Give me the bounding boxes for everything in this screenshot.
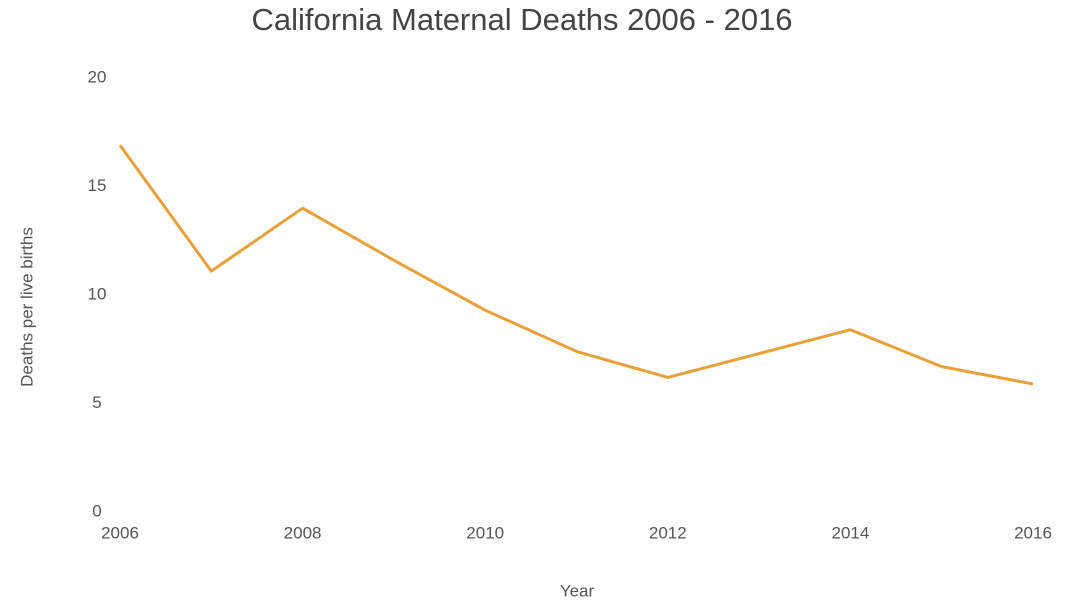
x-tick-label: 2014 [831, 523, 869, 542]
y-tick-label: 0 [92, 501, 101, 520]
chart-title: California Maternal Deaths 2006 - 2016 [251, 2, 792, 37]
x-tick-label: 2010 [466, 523, 504, 542]
y-tick-label: 15 [88, 176, 107, 195]
y-tick-label: 5 [92, 393, 101, 412]
y-tick-label: 20 [88, 67, 107, 86]
y-tick-label: 10 [88, 284, 107, 303]
x-tick-label: 2006 [101, 523, 139, 542]
x-axis-label: Year [560, 581, 595, 600]
y-axis-label: Deaths per live births [17, 227, 36, 387]
x-tick-label: 2008 [284, 523, 322, 542]
x-tick-label: 2016 [1014, 523, 1052, 542]
data-line [118, 144, 1034, 386]
x-tick-label: 2012 [649, 523, 687, 542]
